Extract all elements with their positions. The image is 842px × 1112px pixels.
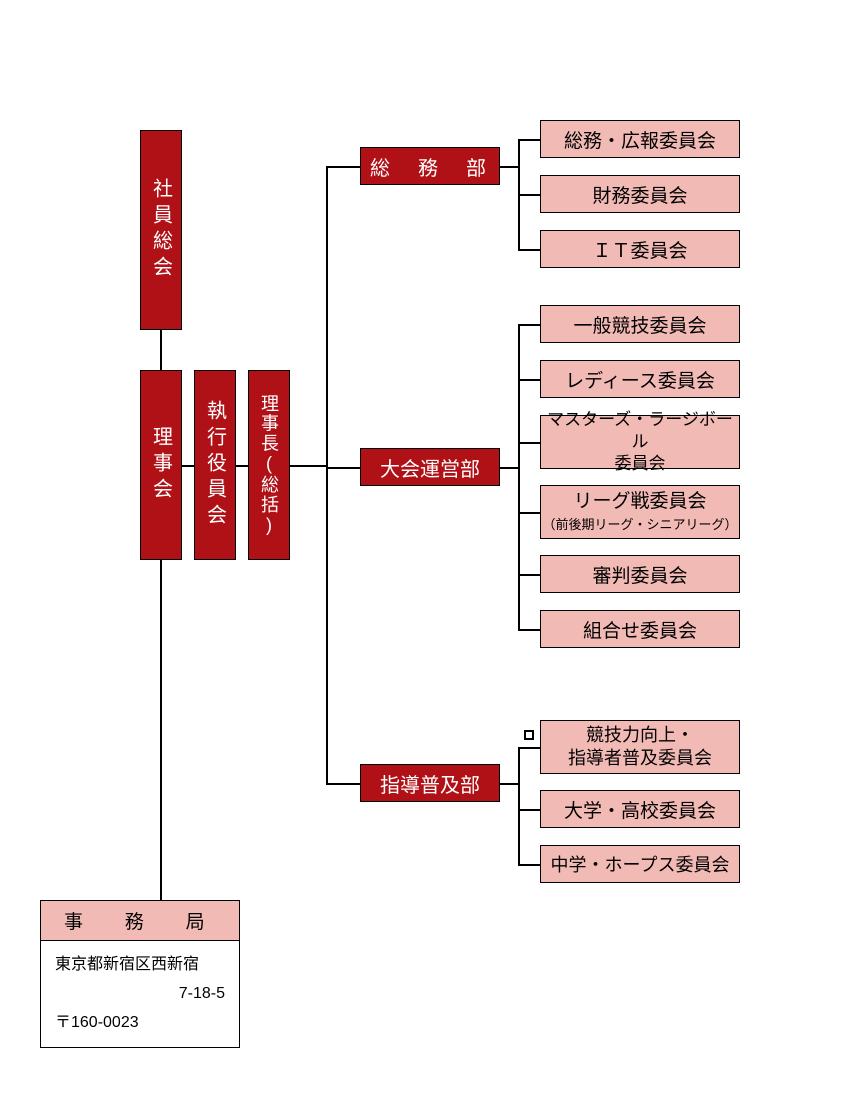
committee-it-label: ＩＴ委員会 bbox=[592, 236, 687, 263]
connector bbox=[518, 747, 540, 749]
connector bbox=[290, 465, 328, 467]
dept-general-affairs-label: 総 務 部 bbox=[370, 152, 490, 181]
connector bbox=[518, 379, 540, 381]
committee-finance: 財務委員会 bbox=[540, 175, 740, 213]
connector bbox=[326, 467, 360, 469]
committee-ladies: レディース委員会 bbox=[540, 360, 740, 398]
office-box: 事 務 局 東京都新宿区西新宿 7-18-5 〒160-0023 bbox=[40, 900, 240, 1048]
committee-league-sub: （前後期リーグ・シニアリーグ） bbox=[542, 517, 737, 534]
connector bbox=[500, 467, 518, 469]
committee-pairing: 組合せ委員会 bbox=[540, 610, 740, 648]
board-box: 理事会 bbox=[140, 370, 182, 560]
exec-committee-label: 執行役員会 bbox=[201, 400, 230, 530]
connector bbox=[518, 324, 540, 326]
committee-jhs-hopes: 中学・ホープス委員会 bbox=[540, 845, 740, 883]
committee-univ-hs: 大学・高校委員会 bbox=[540, 790, 740, 828]
connector bbox=[500, 166, 518, 168]
connector bbox=[518, 512, 540, 514]
connector bbox=[500, 783, 518, 785]
general-meeting-label: 社員総会 bbox=[147, 178, 176, 282]
dept-coaching-label: 指導普及部 bbox=[380, 769, 480, 798]
connector bbox=[518, 442, 540, 444]
office-address-2: 7-18-5 bbox=[55, 980, 225, 1009]
connector bbox=[326, 783, 360, 785]
connector bbox=[160, 330, 162, 370]
dept-tournament: 大会運営部 bbox=[360, 448, 500, 486]
connector bbox=[160, 560, 162, 900]
office-body: 東京都新宿区西新宿 7-18-5 〒160-0023 bbox=[41, 941, 239, 1047]
office-title: 事 務 局 bbox=[41, 901, 239, 941]
connector bbox=[518, 194, 540, 196]
committee-pairing-label: 組合せ委員会 bbox=[583, 616, 697, 643]
committee-jhs-hopes-label: 中学・ホープス委員会 bbox=[551, 851, 730, 877]
general-meeting-box: 社員総会 bbox=[140, 130, 182, 330]
committee-general-comp-label: 一般競技委員会 bbox=[573, 311, 706, 338]
dept-general-affairs: 総 務 部 bbox=[360, 147, 500, 185]
office-address-1: 東京都新宿区西新宿 bbox=[55, 951, 225, 980]
committee-referee: 審判委員会 bbox=[540, 555, 740, 593]
committee-masters: マスターズ・ラージボール 委員会 bbox=[540, 415, 740, 469]
committee-pr: 総務・広報委員会 bbox=[540, 120, 740, 158]
connector bbox=[518, 324, 520, 629]
committee-skill-line1: 競技力向上・ bbox=[586, 724, 694, 747]
marker-icon bbox=[524, 730, 534, 740]
director-label: 理事長(総括) bbox=[256, 394, 282, 537]
committee-skill-line2: 指導者普及委員会 bbox=[568, 747, 712, 770]
connector bbox=[518, 629, 540, 631]
connector bbox=[326, 166, 328, 783]
connector bbox=[326, 166, 360, 168]
connector bbox=[518, 574, 540, 576]
connector bbox=[182, 465, 194, 467]
committee-league: リーグ戦委員会 （前後期リーグ・シニアリーグ） bbox=[540, 485, 740, 539]
committee-league-label: リーグ戦委員会 bbox=[573, 490, 706, 515]
director-box: 理事長(総括) bbox=[248, 370, 290, 560]
connector bbox=[518, 747, 520, 864]
connector bbox=[518, 864, 540, 866]
committee-pr-label: 総務・広報委員会 bbox=[564, 126, 716, 153]
committee-finance-label: 財務委員会 bbox=[592, 181, 687, 208]
office-postal: 〒160-0023 bbox=[55, 1009, 225, 1038]
connector bbox=[236, 465, 248, 467]
dept-tournament-label: 大会運営部 bbox=[380, 453, 480, 482]
board-label: 理事会 bbox=[147, 426, 176, 504]
connector bbox=[518, 809, 540, 811]
committee-it: ＩＴ委員会 bbox=[540, 230, 740, 268]
dept-coaching: 指導普及部 bbox=[360, 764, 500, 802]
connector bbox=[518, 139, 540, 141]
committee-ladies-label: レディース委員会 bbox=[565, 366, 715, 393]
committee-general-comp: 一般競技委員会 bbox=[540, 305, 740, 343]
committee-skill: 競技力向上・ 指導者普及委員会 bbox=[540, 720, 740, 774]
committee-referee-label: 審判委員会 bbox=[592, 561, 687, 588]
connector bbox=[518, 249, 540, 251]
committee-masters-line2: 委員会 bbox=[615, 453, 666, 475]
committee-masters-line1: マスターズ・ラージボール bbox=[541, 409, 739, 453]
committee-univ-hs-label: 大学・高校委員会 bbox=[564, 796, 716, 823]
exec-committee-box: 執行役員会 bbox=[194, 370, 236, 560]
